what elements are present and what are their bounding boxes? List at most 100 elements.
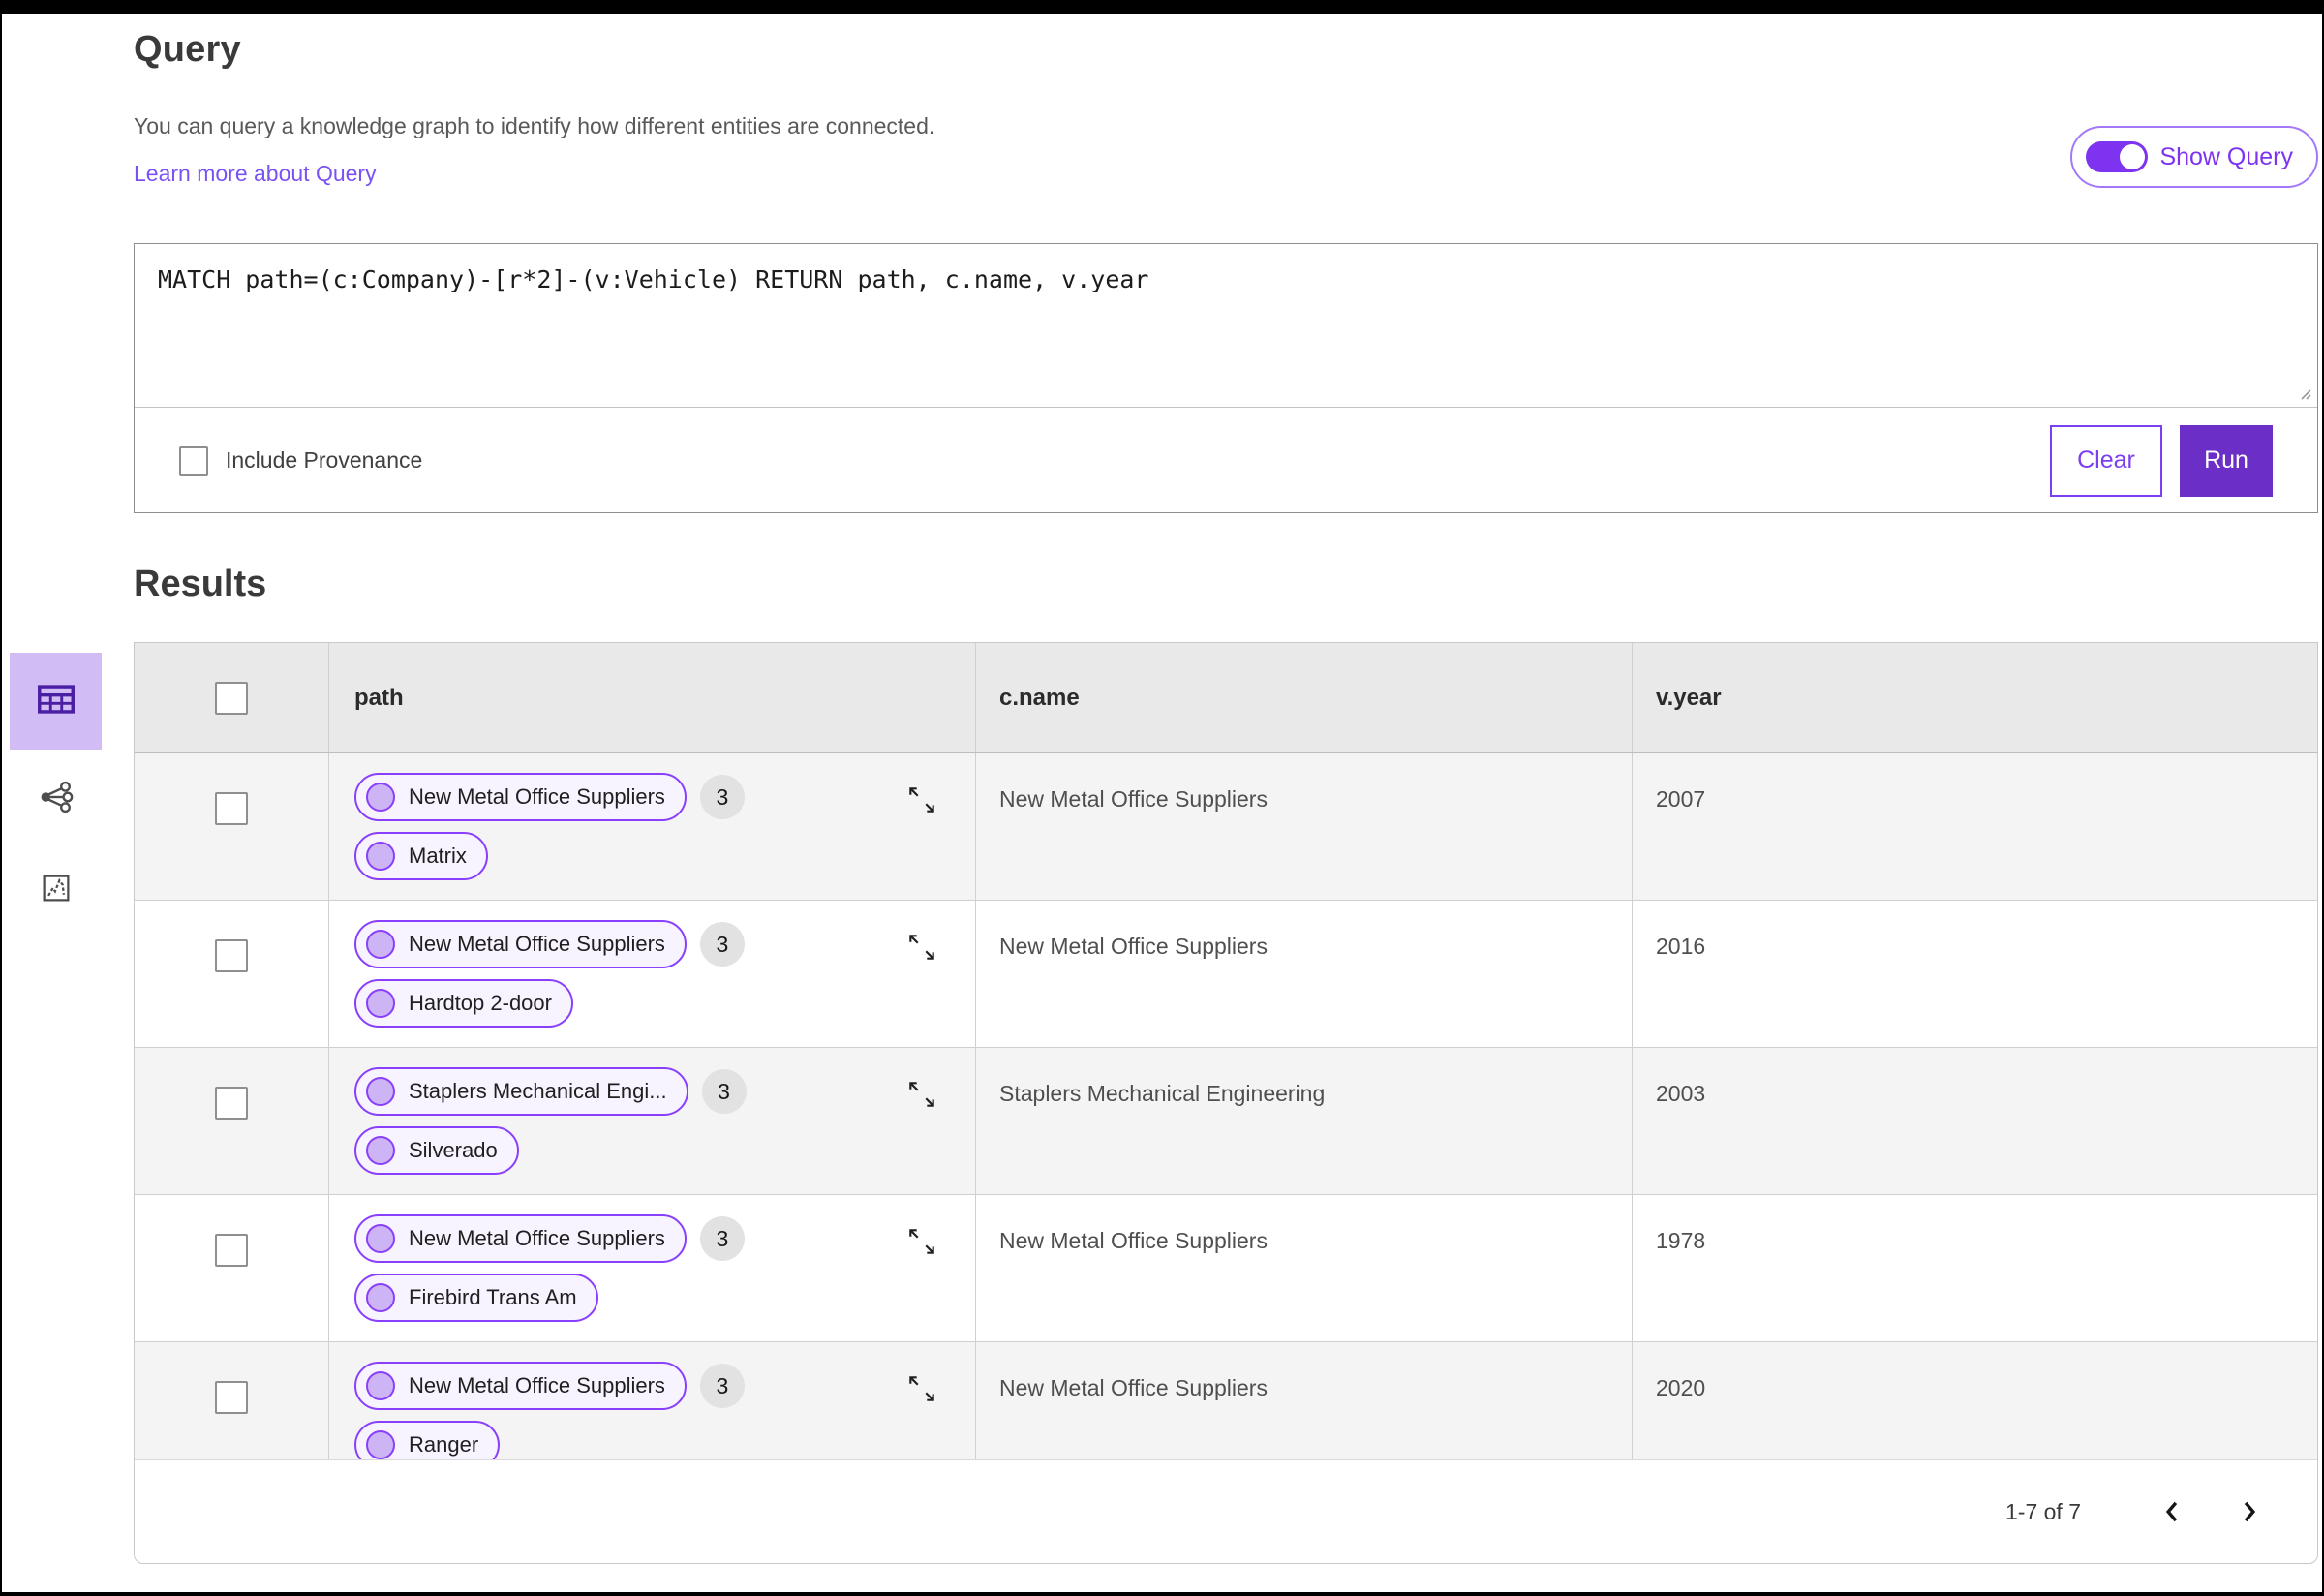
row-checkbox-cell (135, 753, 328, 900)
table-row: New Metal Office Suppliers 3 Ranger (135, 1342, 2317, 1459)
chart-view-icon (39, 871, 74, 910)
node-circle-icon (366, 1430, 395, 1459)
pagination-bar: 1-7 of 7 (135, 1459, 2317, 1563)
path-second-line: Matrix (354, 832, 975, 880)
path-second-line: Firebird Trans Am (354, 1274, 975, 1322)
row-checkbox[interactable] (215, 1087, 248, 1120)
path-count-badge: 3 (699, 922, 745, 967)
previous-page-button[interactable] (2151, 1490, 2193, 1533)
row-checkbox[interactable] (215, 1234, 248, 1267)
path-pill-vehicle[interactable]: Hardtop 2-door (354, 979, 573, 1028)
row-checkbox-cell (135, 1195, 328, 1341)
node-circle-icon (366, 930, 395, 959)
path-pill-vehicle[interactable]: Firebird Trans Am (354, 1274, 598, 1322)
expand-icon[interactable] (905, 1225, 938, 1261)
column-header-path: path (328, 643, 975, 752)
path-second-line: Hardtop 2-door (354, 979, 975, 1028)
path-first-line: New Metal Office Suppliers 3 (354, 1362, 975, 1410)
toggle-knob (2120, 144, 2146, 169)
path-second-line: Silverado (354, 1126, 975, 1175)
table-row: New Metal Office Suppliers 3 Hardtop 2-d… (135, 901, 2317, 1048)
cell-v-year: 2007 (1632, 753, 2317, 900)
table-body: New Metal Office Suppliers 3 Matrix (135, 753, 2317, 1459)
path-first-line: Staplers Mechanical Engi... 3 (354, 1067, 975, 1116)
column-header-c-name: c.name (975, 643, 1632, 752)
row-checkbox-cell (135, 1342, 328, 1459)
node-circle-icon (366, 989, 395, 1018)
show-query-toggle-label: Show Query (2159, 142, 2293, 170)
path-pill-company[interactable]: New Metal Office Suppliers (354, 1362, 687, 1410)
cell-v-year: 1978 (1632, 1195, 2317, 1341)
query-editor-card: MATCH path=(c:Company)-[r*2]-(v:Vehicle)… (134, 243, 2318, 513)
node-circle-icon (366, 1136, 395, 1165)
row-checkbox[interactable] (215, 939, 248, 972)
path-pill-company[interactable]: New Metal Office Suppliers (354, 773, 687, 821)
path-cell: New Metal Office Suppliers 3 Hardtop 2-d… (328, 901, 975, 1047)
row-checkbox[interactable] (215, 1381, 248, 1414)
cell-v-year: 2003 (1632, 1048, 2317, 1194)
view-switcher (10, 653, 102, 910)
view-switcher-item-chart-view[interactable] (10, 871, 102, 910)
company-pill-label: New Metal Office Suppliers (409, 1226, 665, 1250)
path-count-badge: 3 (699, 775, 745, 819)
vehicle-pill-label: Ranger (409, 1432, 479, 1457)
query-editor-footer: Include Provenance Clear Run (135, 408, 2317, 513)
path-first-line: New Metal Office Suppliers 3 (354, 1214, 975, 1263)
node-circle-icon (366, 1224, 395, 1253)
path-first-line: New Metal Office Suppliers 3 (354, 773, 975, 821)
learn-more-link[interactable]: Learn more about Query (134, 161, 377, 186)
column-header-v-year: v.year (1632, 643, 2317, 752)
cell-v-year: 2020 (1632, 1342, 2317, 1459)
show-query-toggle[interactable]: Show Query (2070, 126, 2318, 188)
cell-c-name: Staplers Mechanical Engineering (975, 1048, 1632, 1194)
path-pill-company[interactable]: New Metal Office Suppliers (354, 920, 687, 968)
next-page-button[interactable] (2228, 1490, 2271, 1533)
select-all-checkbox[interactable] (215, 681, 248, 715)
company-pill-label: New Metal Office Suppliers (409, 1373, 665, 1397)
page-title: Query (134, 29, 241, 70)
run-button[interactable]: Run (2180, 424, 2273, 497)
toggle-track-icon[interactable] (2086, 141, 2149, 172)
node-circle-icon (366, 783, 395, 812)
vehicle-pill-label: Silverado (409, 1138, 498, 1162)
view-switcher-item-table-view[interactable] (10, 653, 102, 750)
include-provenance-checkbox[interactable] (179, 445, 208, 476)
expand-icon[interactable] (905, 783, 938, 819)
expand-icon[interactable] (905, 1372, 938, 1408)
clear-button[interactable]: Clear (2050, 424, 2162, 497)
page-description: You can query a knowledge graph to ident… (134, 113, 935, 138)
node-circle-icon (366, 842, 395, 871)
row-checkbox[interactable] (215, 792, 248, 825)
window-top-bar (2, 2, 2322, 14)
cell-c-name: New Metal Office Suppliers (975, 901, 1632, 1047)
path-pill-vehicle[interactable]: Silverado (354, 1126, 519, 1175)
select-all-cell (135, 681, 328, 715)
table-view-icon (34, 677, 78, 726)
cell-c-name: New Metal Office Suppliers (975, 1342, 1632, 1459)
node-circle-icon (366, 1371, 395, 1400)
resize-grip-icon[interactable] (2298, 386, 2313, 407)
path-second-line: Ranger (354, 1421, 975, 1459)
vehicle-pill-label: Hardtop 2-door (409, 991, 552, 1015)
expand-icon[interactable] (905, 931, 938, 967)
path-pill-company[interactable]: New Metal Office Suppliers (354, 1214, 687, 1263)
expand-icon[interactable] (905, 1078, 938, 1114)
cell-v-year: 2016 (1632, 901, 2317, 1047)
results-table-card: path c.name v.year New Metal Office Supp… (134, 642, 2318, 1564)
node-circle-icon (366, 1283, 395, 1312)
path-pill-company[interactable]: Staplers Mechanical Engi... (354, 1067, 688, 1116)
table-row: Staplers Mechanical Engi... 3 Silverado (135, 1048, 2317, 1195)
path-pill-vehicle[interactable]: Ranger (354, 1421, 501, 1459)
pagination-range-label: 1-7 of 7 (2005, 1498, 2081, 1524)
path-count-badge: 3 (699, 1216, 745, 1261)
view-switcher-item-graph-view[interactable] (10, 779, 102, 820)
results-title: Results (134, 564, 267, 604)
company-pill-label: Staplers Mechanical Engi... (409, 1079, 667, 1103)
vehicle-pill-label: Firebird Trans Am (409, 1285, 577, 1309)
table-header-row: path c.name v.year (135, 643, 2317, 753)
main-content: Query You can query a knowledge graph to… (134, 14, 2318, 1564)
query-input[interactable]: MATCH path=(c:Company)-[r*2]-(v:Vehicle)… (135, 244, 2317, 408)
path-pill-vehicle[interactable]: Matrix (354, 832, 488, 880)
path-cell: Staplers Mechanical Engi... 3 Silverado (328, 1048, 975, 1194)
query-actions: Clear Run (2050, 424, 2273, 497)
